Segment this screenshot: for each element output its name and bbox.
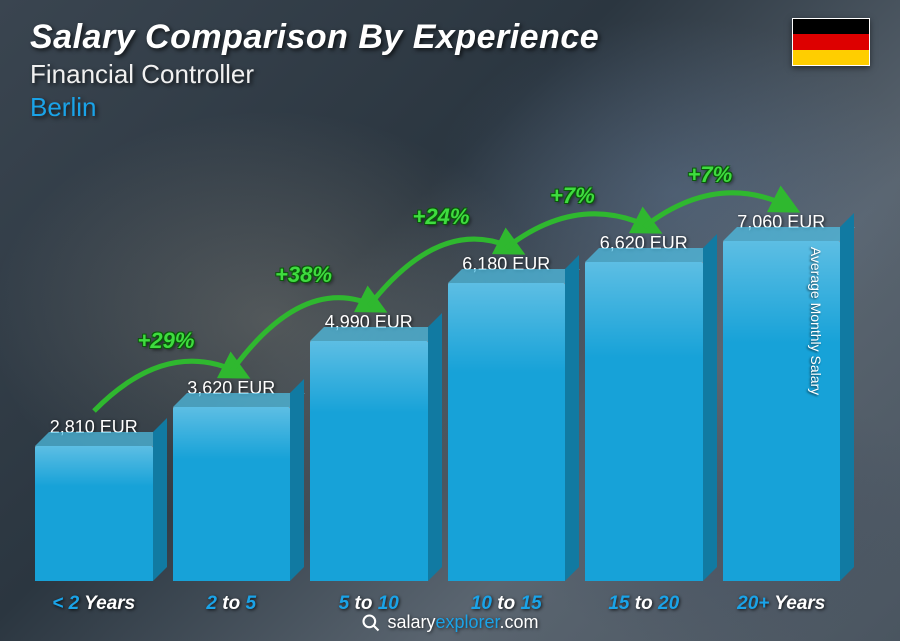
bar-side-face xyxy=(153,418,167,581)
bar-side-face xyxy=(290,379,304,581)
search-icon xyxy=(361,613,381,633)
pct-change-label: +7% xyxy=(550,183,595,209)
flag-stripe-top xyxy=(793,19,869,34)
bar-side-face xyxy=(428,313,442,581)
bar-slot: 4,990 EUR5 to 10 xyxy=(310,160,428,581)
bar-slot: 2,810 EUR< 2 Years xyxy=(35,160,153,581)
bar-slot: 6,620 EUR15 to 20 xyxy=(585,160,703,581)
bar-front-face xyxy=(35,446,153,581)
bar-front-face xyxy=(173,407,291,581)
bar xyxy=(35,446,153,581)
bar-front-face xyxy=(448,283,566,581)
title-subtitle: Financial Controller xyxy=(30,59,599,90)
y-axis-label: Average Monthly Salary xyxy=(808,246,824,394)
footer-brand-text: salaryexplorer.com xyxy=(387,612,538,633)
pct-change-label: +38% xyxy=(275,262,332,288)
bar-top-face xyxy=(173,393,305,407)
bar-top-face xyxy=(448,269,580,283)
flag-stripe-bot xyxy=(793,50,869,65)
bar xyxy=(173,407,291,581)
title-main: Salary Comparison By Experience xyxy=(30,18,599,57)
footer: salaryexplorer.com xyxy=(0,612,900,633)
bar-side-face xyxy=(565,255,579,581)
bar-front-face xyxy=(585,262,703,581)
header: Salary Comparison By Experience Financia… xyxy=(30,18,870,123)
bar-top-face xyxy=(310,327,442,341)
bar xyxy=(585,262,703,581)
bar-top-face xyxy=(35,432,167,446)
title-block: Salary Comparison By Experience Financia… xyxy=(30,18,599,123)
bar-chart: 2,810 EUR< 2 Years3,620 EUR2 to 54,990 E… xyxy=(35,160,840,581)
bar-front-face xyxy=(310,341,428,581)
bar-side-face xyxy=(703,234,717,581)
bar xyxy=(448,283,566,581)
pct-change-label: +29% xyxy=(138,328,195,354)
title-location: Berlin xyxy=(30,92,599,123)
bar-slot: 3,620 EUR2 to 5 xyxy=(173,160,291,581)
bar-top-face xyxy=(585,248,717,262)
bar xyxy=(310,341,428,581)
pct-change-label: +7% xyxy=(688,162,733,188)
flag-stripe-mid xyxy=(793,34,869,49)
bar-side-face xyxy=(840,213,854,581)
germany-flag-icon xyxy=(792,18,870,66)
pct-change-label: +24% xyxy=(413,204,470,230)
bar-top-face xyxy=(723,227,855,241)
